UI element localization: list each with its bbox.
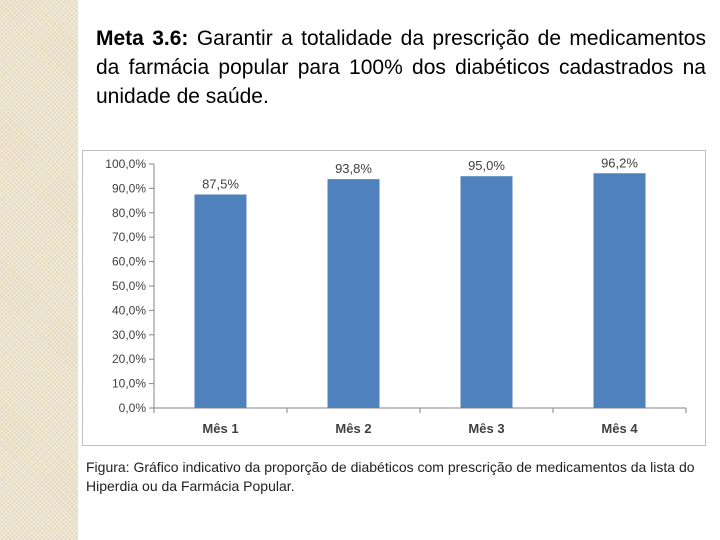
bar [194,194,247,408]
heading-goal-text: Garantir a totalidade da prescrição de m… [96,27,706,108]
x-category-label: Mês 1 [202,421,238,436]
bar-value-label: 93,8% [335,161,372,176]
y-tick-label: 80,0% [112,206,146,220]
y-tick-label: 60,0% [112,255,146,269]
y-tick-label: 70,0% [112,230,146,244]
y-tick-label: 100,0% [105,157,146,171]
y-tick-label: 0,0% [119,401,147,415]
bar-value-label: 95,0% [468,158,505,173]
bar [327,179,380,408]
decorative-side-strip [0,0,78,540]
y-tick-label: 40,0% [112,303,146,317]
y-tick-label: 30,0% [112,328,146,342]
y-tick-label: 50,0% [112,279,146,293]
bar [593,173,646,408]
bar-chart: 0,0% 10,0% 20,0% 30,0% 40,0% 50,0% 60,0% 70,0% 8… [105,155,687,436]
x-category-label: Mês 4 [601,421,638,436]
y-tick-label: 10,0% [112,377,146,391]
heading-goal-label: Meta 3.6: [96,27,189,50]
x-category-label: Mês 2 [335,421,371,436]
bar-value-label: 96,2% [601,155,638,170]
x-category-label: Mês 3 [468,421,504,436]
bar-value-label: 87,5% [202,177,239,192]
y-tick-label: 20,0% [112,352,146,366]
slide-heading: Meta 3.6: Garantir a totalidade da presc… [96,24,706,111]
y-tick-label: 90,0% [112,181,146,195]
figure-caption: Figura: Gráfico indicativo da proporção … [86,459,695,494]
bar [460,176,513,408]
